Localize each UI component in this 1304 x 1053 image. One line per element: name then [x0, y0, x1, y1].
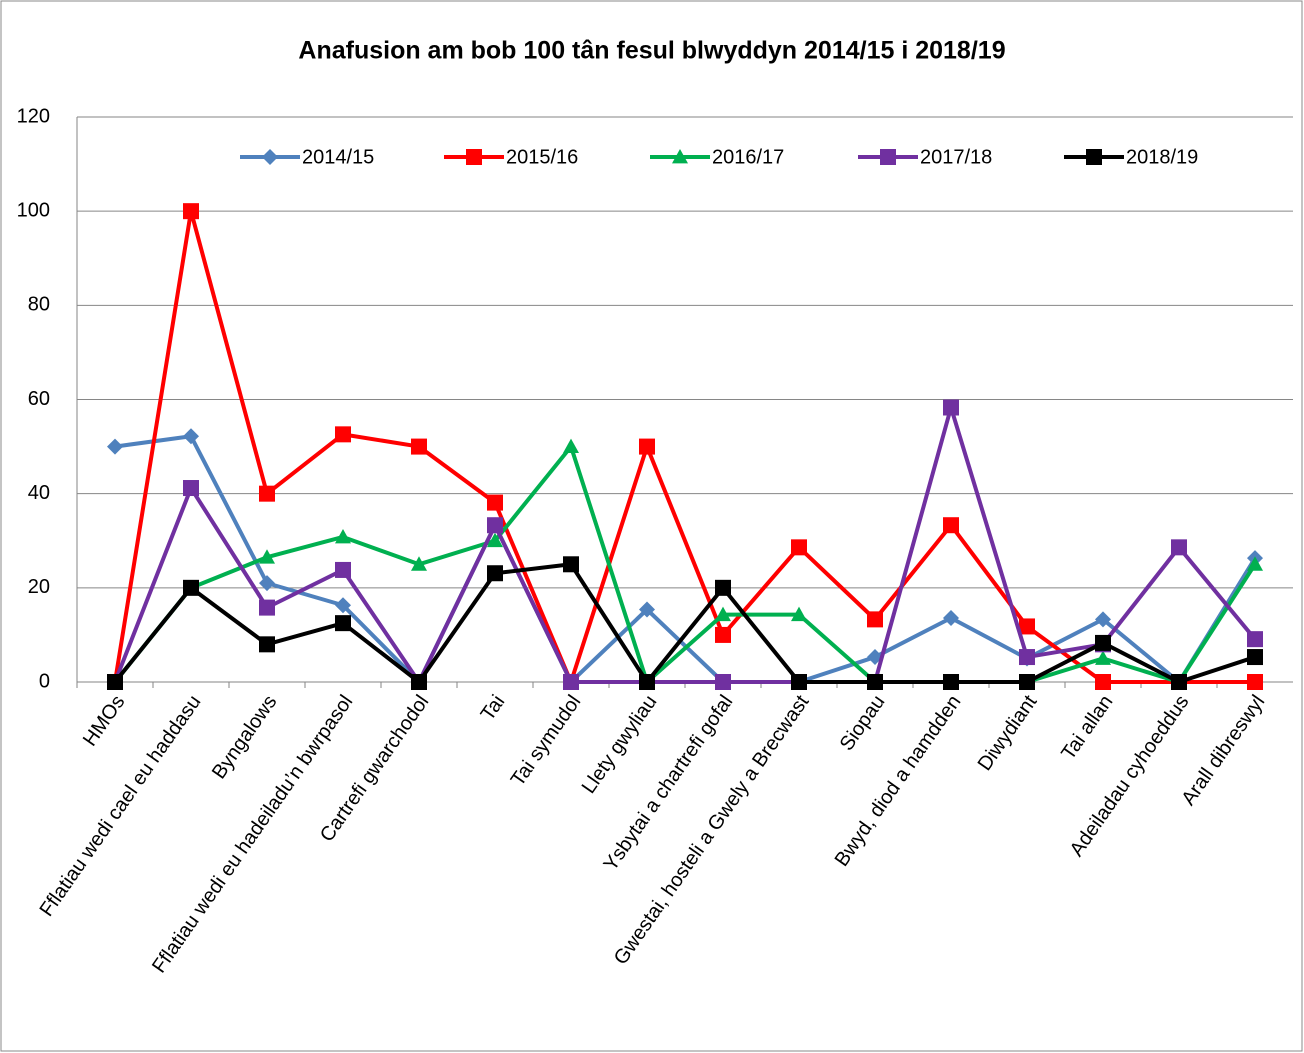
y-tick-label: 60 — [28, 388, 50, 410]
point — [1019, 618, 1035, 635]
point — [183, 428, 199, 445]
point — [1019, 674, 1035, 690]
point — [639, 438, 655, 455]
point — [411, 674, 427, 690]
point — [107, 674, 123, 690]
point — [639, 674, 655, 690]
point — [1095, 650, 1111, 665]
point — [1247, 674, 1263, 690]
legend-marker — [880, 149, 896, 165]
point — [183, 480, 199, 497]
legend-label: 2017/18 — [920, 146, 992, 168]
point — [335, 615, 351, 632]
series-line — [113, 405, 1257, 684]
point — [1019, 649, 1035, 666]
point — [259, 549, 275, 564]
legend-label: 2015/16 — [506, 146, 578, 168]
point — [867, 611, 883, 628]
point — [1171, 539, 1187, 556]
point — [1095, 674, 1111, 690]
point — [1171, 674, 1187, 690]
series-line — [113, 209, 1255, 684]
point — [259, 599, 275, 616]
point — [1247, 649, 1263, 666]
point — [715, 606, 731, 622]
legend-marker — [466, 149, 482, 165]
y-tick-label: 80 — [28, 294, 50, 316]
point — [1095, 611, 1111, 628]
y-tick-label: 100 — [17, 199, 50, 221]
point — [563, 438, 579, 453]
point — [487, 517, 503, 534]
series-line — [113, 562, 1256, 684]
point — [259, 485, 275, 502]
point — [335, 561, 351, 578]
point — [715, 579, 731, 596]
legend-marker — [1086, 149, 1102, 165]
point — [1247, 631, 1263, 648]
point — [791, 674, 807, 690]
point — [791, 606, 807, 622]
point — [259, 575, 275, 592]
point — [411, 438, 427, 455]
legend-label: 2016/17 — [712, 146, 784, 168]
y-tick-label: 120 — [17, 105, 50, 127]
point — [715, 626, 731, 643]
point — [715, 674, 731, 690]
point — [943, 609, 959, 626]
point — [563, 674, 579, 690]
legend-label: 2014/15 — [302, 146, 374, 168]
point — [943, 674, 959, 690]
point — [335, 597, 351, 614]
point — [487, 532, 503, 548]
point — [1095, 634, 1111, 651]
point — [867, 674, 883, 690]
point — [183, 203, 199, 220]
point — [943, 399, 959, 416]
point — [563, 556, 579, 573]
y-tick-label: 40 — [28, 482, 50, 504]
chart-title: Anafusion am bob 100 tân fesul blwyddyn … — [298, 37, 1005, 65]
point — [639, 601, 655, 618]
y-tick-label: 0 — [39, 670, 50, 692]
point — [791, 539, 807, 556]
legend-marker — [672, 149, 688, 164]
y-tick-label: 20 — [28, 576, 50, 598]
point — [943, 517, 959, 534]
point — [411, 556, 427, 571]
point — [487, 494, 503, 511]
legend-marker — [262, 149, 278, 165]
point — [335, 528, 351, 544]
point — [335, 426, 351, 443]
series-line — [113, 444, 1257, 684]
point — [487, 565, 503, 582]
legend-label: 2018/19 — [1126, 146, 1198, 168]
point — [1247, 556, 1263, 571]
point — [107, 438, 123, 455]
point — [183, 579, 199, 596]
point — [259, 636, 275, 653]
